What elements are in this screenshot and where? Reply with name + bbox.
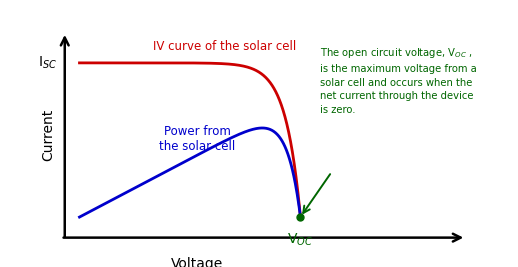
Text: I$_{SC}$: I$_{SC}$ bbox=[38, 55, 57, 71]
Text: IV curve of the solar cell: IV curve of the solar cell bbox=[153, 40, 296, 53]
Text: Voltage: Voltage bbox=[171, 257, 223, 267]
Text: Power from
the solar cell: Power from the solar cell bbox=[159, 125, 235, 153]
Text: Current: Current bbox=[41, 109, 56, 161]
Text: The open circuit voltage, V$_{OC}$ ,
is the maximum voltage from a
solar cell an: The open circuit voltage, V$_{OC}$ , is … bbox=[320, 46, 477, 115]
Text: V$_{OC}$: V$_{OC}$ bbox=[287, 232, 313, 248]
